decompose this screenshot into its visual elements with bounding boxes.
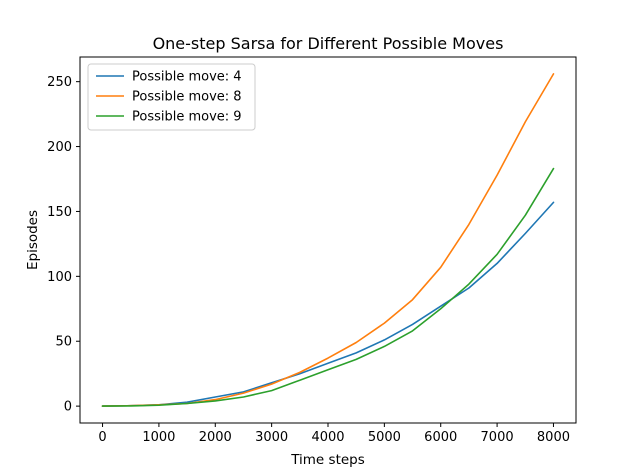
legend-label-2: Possible move: 8 [132,90,242,105]
y-tick-label: 250 [47,75,72,90]
x-tick-label: 4000 [311,430,344,445]
y-axis-title: Episodes [25,210,41,270]
x-tick-label: 3000 [255,430,288,445]
y-tick-label: 100 [47,270,72,285]
series-lines [101,73,555,407]
y-tick-label: 50 [55,335,72,350]
chart-title: One-step Sarsa for Different Possible Mo… [153,34,504,53]
series-line-1 [101,201,555,407]
x-axis-title: Time steps [290,452,365,468]
x-tick-label: 0 [98,430,106,445]
x-tick-label: 5000 [368,430,401,445]
x-tick-label: 6000 [424,430,457,445]
x-tick-label: 2000 [199,430,232,445]
x-tick-label: 7000 [481,430,514,445]
series-line-3 [101,167,555,407]
y-tick-label: 200 [47,140,72,155]
y-tick-label: 0 [64,400,72,415]
legend-label-3: Possible move: 9 [132,110,242,125]
legend: Possible move: 4 Possible move: 8 Possible… [87,63,256,131]
y-axis-ticks: 0 50 100 150 200 250 [47,75,80,415]
x-axis-ticks: 0 1000 2000 3000 4000 5000 6000 7000 8000 [98,423,570,445]
legend-box [87,63,256,131]
x-tick-label: 8000 [537,430,570,445]
x-tick-label: 1000 [142,430,175,445]
legend-label-1: Possible move: 4 [132,70,242,85]
y-tick-label: 150 [47,205,72,220]
